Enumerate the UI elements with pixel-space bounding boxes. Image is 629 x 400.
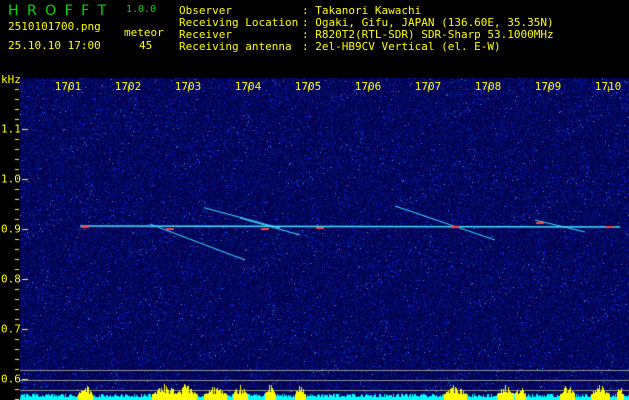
- x-tick-label: 1701: [54, 80, 82, 93]
- info-observer-label: Observer: [179, 4, 232, 17]
- y-tick-label: 1.0: [1, 172, 21, 186]
- info-antenna-label: Receiving antenna: [179, 40, 292, 53]
- y-tick-label: 0.8: [1, 272, 21, 286]
- x-tick-label: 1702: [114, 80, 142, 93]
- y-tick-label: 1.1: [1, 122, 21, 136]
- info-location-value: : Ogaki, Gifu, JAPAN (136.60E, 35.35N): [302, 16, 554, 29]
- x-tick-label: 1709: [534, 80, 562, 93]
- info-receiver-value: : R820T2(RTL-SDR) SDR-Sharp 53.1000MHz: [302, 28, 554, 41]
- x-tick-label: 1707: [414, 80, 442, 93]
- meteor-count: 45: [139, 39, 153, 52]
- y-tick-label: 0.6: [1, 372, 21, 386]
- y-tick-label: 0.9: [1, 222, 21, 236]
- info-receiver-label: Receiver: [179, 28, 232, 41]
- y-tick-label: 0.7: [1, 322, 21, 336]
- y-axis-label: kHz: [1, 73, 21, 86]
- x-tick-label: 1704: [234, 80, 262, 93]
- x-tick-label: 1708: [474, 80, 502, 93]
- app-logo: H R O F F T: [8, 3, 109, 19]
- spectrogram: [0, 70, 629, 400]
- x-tick-label: 1705: [294, 80, 322, 93]
- x-tick-label: 1703: [174, 80, 202, 93]
- info-antenna-value: : 2el-HB9CV Vertical (el. E-W): [302, 40, 501, 53]
- filename: 2510101700.png: [8, 20, 101, 33]
- datetime: 25.10.10 17:00: [8, 39, 101, 52]
- info-observer-value: : Takanori Kawachi: [302, 4, 422, 17]
- app-version: 1.0.0: [126, 4, 157, 15]
- x-tick-label: 1710: [594, 80, 622, 93]
- x-tick-label: 1706: [354, 80, 382, 93]
- meteor-label: meteor: [124, 26, 164, 39]
- info-location-label: Receiving Location: [179, 16, 299, 29]
